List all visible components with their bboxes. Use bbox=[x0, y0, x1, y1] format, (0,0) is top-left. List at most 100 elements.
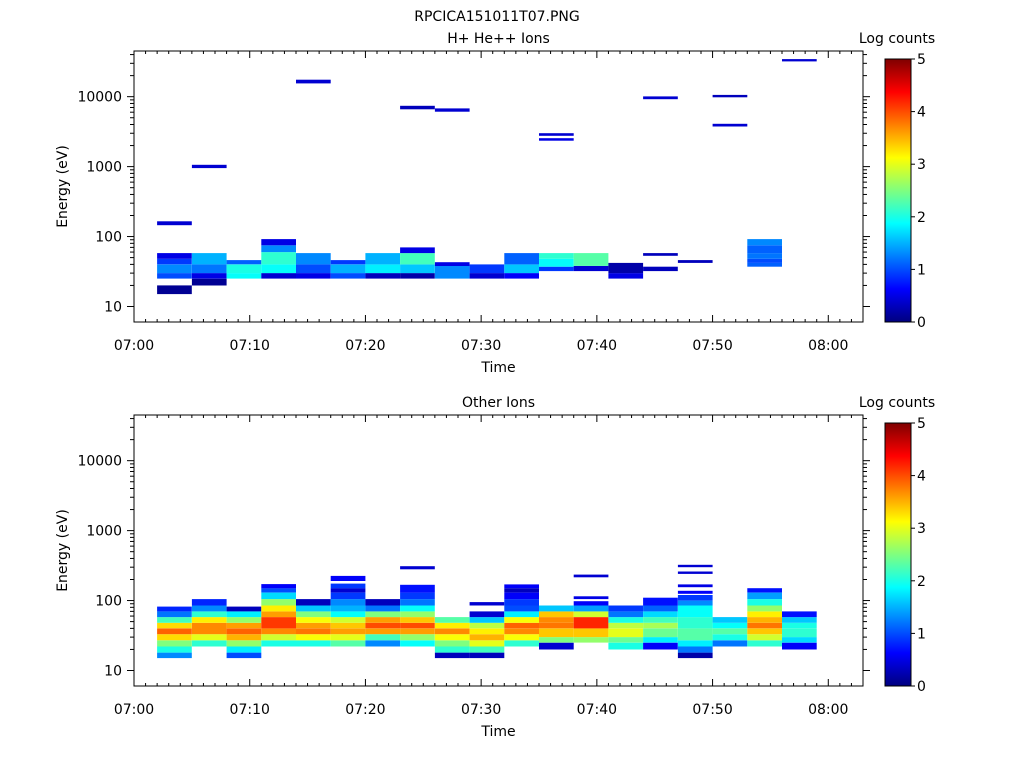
heatmap-cell bbox=[226, 652, 262, 659]
heatmap-cell bbox=[191, 278, 227, 286]
heatmap-cell bbox=[157, 264, 192, 274]
page-title: RPCICA151011T07.PNG bbox=[414, 9, 579, 25]
colorbar-tick-label: 3 bbox=[917, 157, 926, 173]
heatmap-cell bbox=[226, 260, 262, 265]
heatmap-cell bbox=[504, 584, 539, 589]
x-tick-label: 07:20 bbox=[345, 702, 385, 718]
heatmap-cell bbox=[539, 138, 574, 141]
y-tick-label: 10 bbox=[104, 299, 122, 315]
heatmap-cell bbox=[573, 611, 609, 618]
colorbar-tick-label: 2 bbox=[917, 210, 926, 226]
heatmap-cell bbox=[539, 605, 574, 612]
heatmap-cell bbox=[296, 79, 331, 84]
heatmap-cell bbox=[261, 264, 296, 274]
heatmap-cell bbox=[400, 622, 435, 629]
heatmap-cell bbox=[330, 640, 366, 647]
x-tick-label: 07:40 bbox=[577, 338, 617, 354]
heatmap-cell bbox=[608, 617, 644, 623]
heatmap-cell bbox=[782, 637, 817, 643]
heatmap-cell bbox=[434, 628, 470, 635]
heatmap-cell bbox=[712, 622, 748, 629]
x-tick-label: 07:00 bbox=[114, 338, 154, 354]
heatmap-cell bbox=[157, 285, 192, 295]
x-tick-label: 07:40 bbox=[577, 702, 617, 718]
heatmap-cell bbox=[400, 273, 435, 279]
y-tick-label: 10000 bbox=[77, 90, 122, 106]
heatmap-cell bbox=[643, 597, 678, 606]
colorbar-tick-label: 2 bbox=[917, 574, 926, 590]
heatmap-cell bbox=[434, 622, 470, 629]
heatmap-cell bbox=[157, 253, 192, 259]
x-tick-label: 07:10 bbox=[230, 702, 270, 718]
heatmap-cell bbox=[330, 273, 366, 279]
heatmap-cell bbox=[469, 602, 505, 606]
heatmap-cell bbox=[400, 584, 435, 593]
heatmap-cell bbox=[504, 634, 539, 641]
x-tick-label: 07:10 bbox=[230, 338, 270, 354]
heatmap-cell bbox=[365, 264, 401, 274]
heatmap-cell bbox=[504, 617, 539, 623]
heatmap-cell bbox=[330, 617, 366, 623]
x-tick-label: 07:30 bbox=[461, 702, 501, 718]
heatmap-cell bbox=[365, 617, 401, 623]
heatmap-cell bbox=[504, 622, 539, 629]
y-axis-label: Energy (eV) bbox=[55, 145, 71, 228]
heatmap-cell bbox=[539, 617, 574, 623]
heatmap-cell bbox=[157, 640, 192, 647]
heatmap-cell bbox=[400, 640, 435, 647]
heatmap-cell bbox=[608, 637, 644, 643]
heatmap-cell bbox=[365, 599, 401, 606]
heatmap-cell bbox=[539, 258, 574, 267]
heatmap-cell bbox=[191, 273, 227, 279]
heatmap-cell bbox=[782, 642, 817, 650]
heatmap-cell bbox=[400, 634, 435, 641]
heatmap-cell bbox=[157, 617, 192, 623]
heatmap-cell bbox=[504, 640, 539, 647]
panel-title: Other Ions bbox=[462, 395, 535, 411]
colorbar-label: Log counts bbox=[859, 31, 935, 47]
heatmap-cell bbox=[400, 628, 435, 635]
heatmap-cell bbox=[365, 622, 401, 629]
heatmap-cell bbox=[469, 273, 505, 279]
heatmap-cell bbox=[191, 264, 227, 274]
y-tick-label: 1000 bbox=[86, 160, 122, 176]
x-tick-label: 08:00 bbox=[808, 338, 848, 354]
heatmap-cell bbox=[296, 628, 331, 635]
heatmap-cell bbox=[157, 634, 192, 641]
heatmap-cell bbox=[191, 640, 227, 647]
heatmap-cell bbox=[677, 595, 713, 601]
heatmap-cell bbox=[539, 637, 574, 643]
heatmap-cell bbox=[469, 634, 505, 641]
heatmap-cell bbox=[608, 628, 644, 638]
heatmap-cell bbox=[469, 622, 505, 629]
heatmap-cell bbox=[226, 273, 262, 279]
heatmap-cell bbox=[157, 273, 192, 279]
heatmap-cell bbox=[608, 642, 644, 650]
heatmap-cell bbox=[365, 634, 401, 641]
heatmap-cell bbox=[573, 265, 609, 272]
heatmap-cell bbox=[539, 628, 574, 638]
heatmap-cell bbox=[747, 611, 782, 618]
heatmap-cell bbox=[261, 617, 296, 629]
heatmap-cell bbox=[296, 622, 331, 629]
heatmap-cell bbox=[191, 622, 227, 635]
heatmap-cell bbox=[677, 571, 713, 574]
heatmap-cell bbox=[157, 258, 192, 265]
heatmap-cell bbox=[539, 253, 574, 259]
heatmap-cell bbox=[400, 264, 435, 274]
heatmap-cell bbox=[573, 253, 609, 266]
heatmap-cell bbox=[296, 253, 331, 265]
panel-h-he-ions: 07:00 07:10 07:20 07:30 07:40 07:50 08:0010100… bbox=[55, 31, 935, 376]
heatmap-cell bbox=[747, 617, 782, 623]
heatmap-cell bbox=[191, 164, 227, 169]
heatmap-cell bbox=[573, 601, 609, 606]
heatmap-cell bbox=[712, 640, 748, 647]
heatmap-cell bbox=[400, 605, 435, 612]
heatmap-cell bbox=[573, 637, 609, 643]
heatmap-cell bbox=[261, 584, 296, 589]
heatmap-cell bbox=[677, 628, 713, 641]
heatmap-cell bbox=[539, 611, 574, 618]
heatmap-cell bbox=[330, 575, 366, 581]
colorbar-tick-label: 5 bbox=[917, 52, 926, 68]
heatmap-cell bbox=[296, 611, 331, 618]
